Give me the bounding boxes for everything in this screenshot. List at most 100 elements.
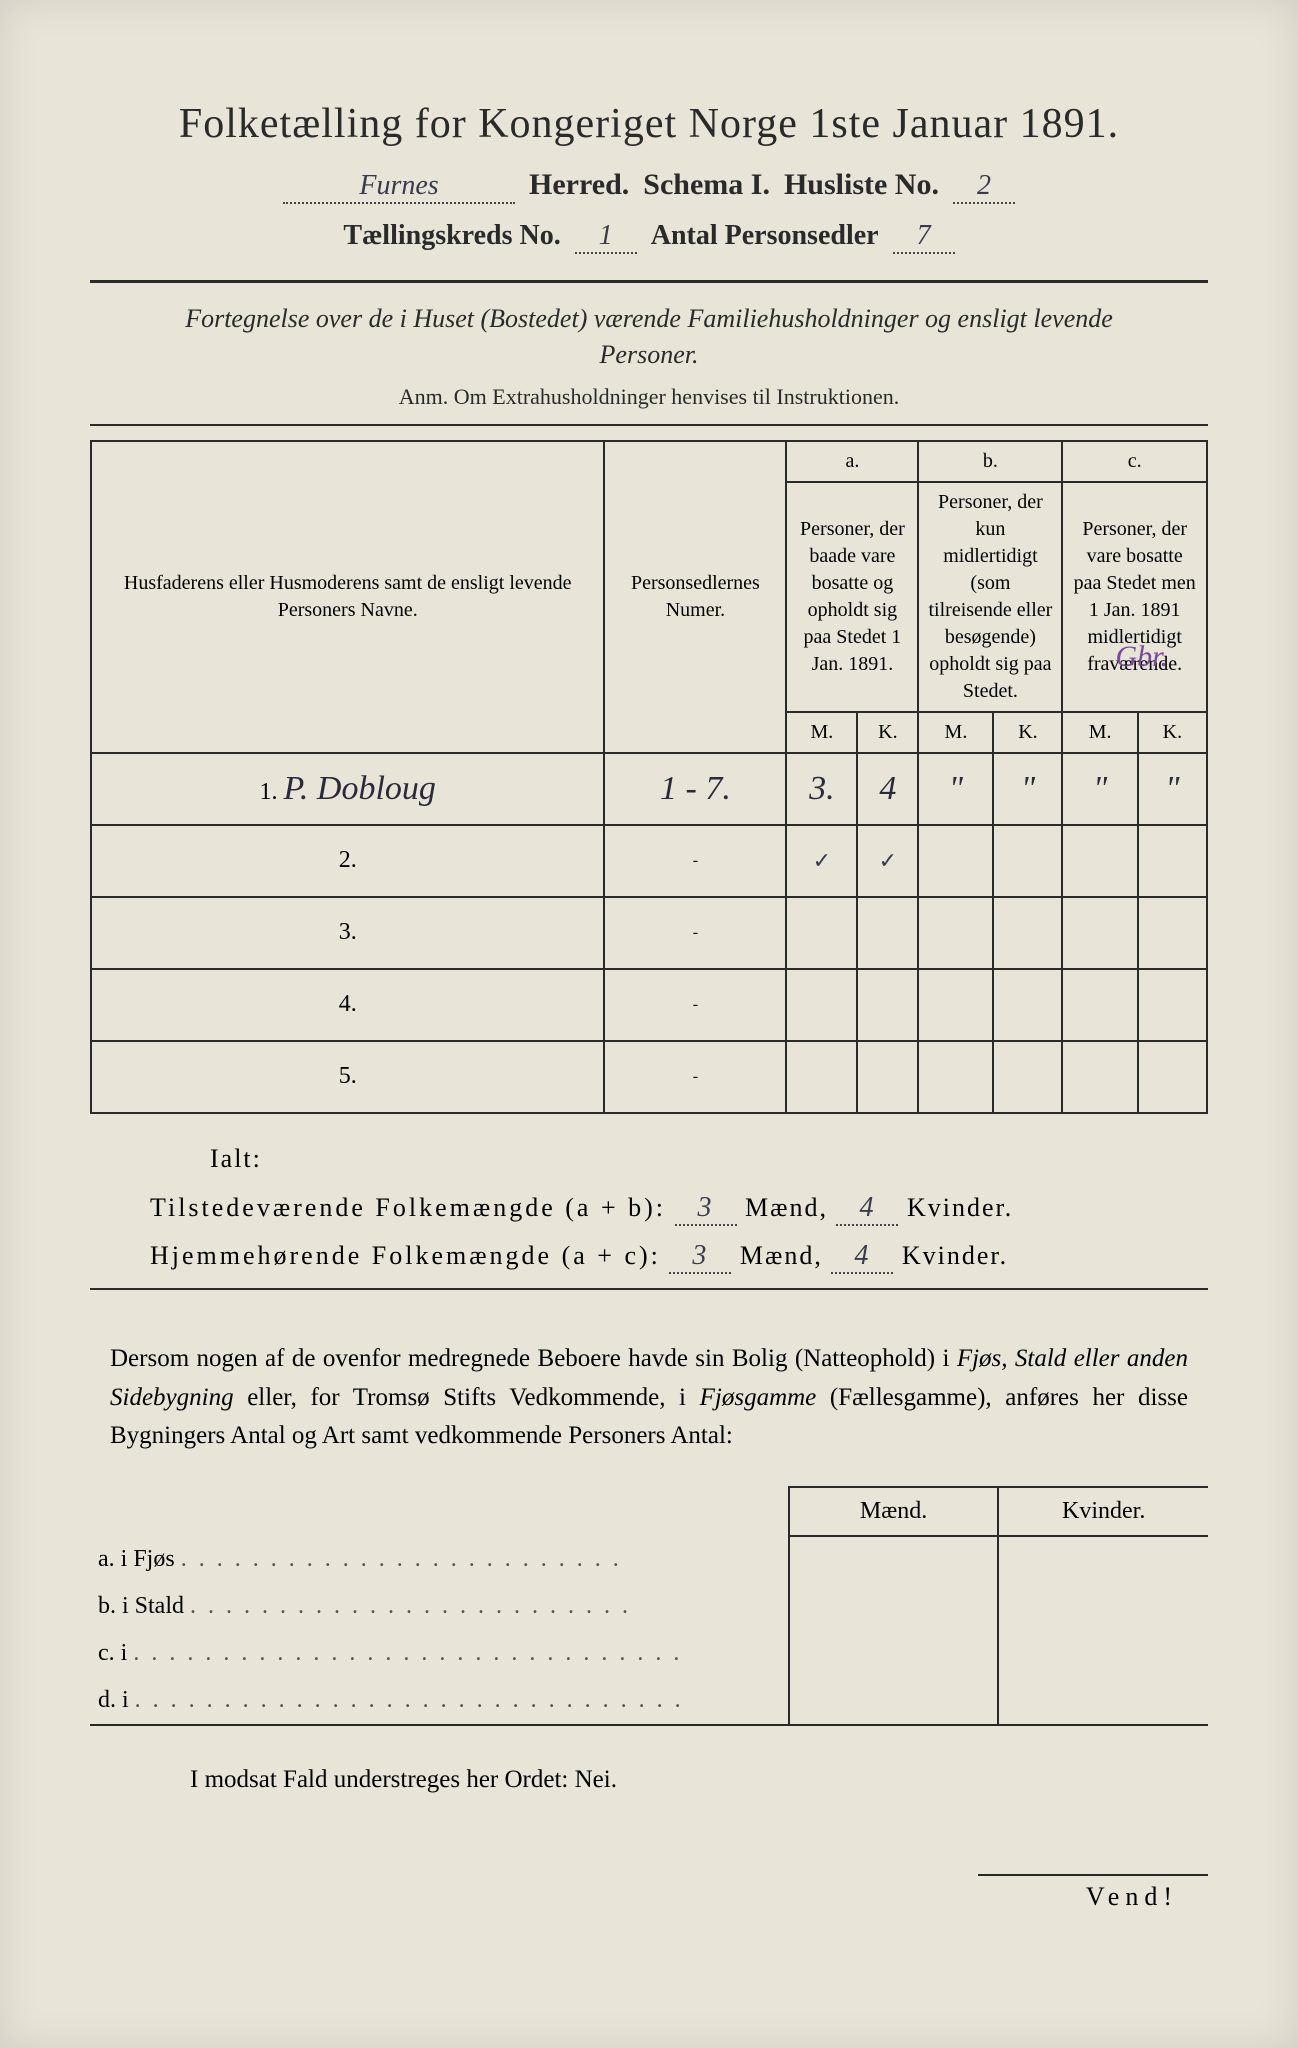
- sum2-m: 3: [669, 1240, 731, 1274]
- bolig-a-m: [789, 1536, 999, 1583]
- table-row: 5. -: [91, 1041, 1207, 1113]
- row-b-k: ": [993, 753, 1062, 825]
- ialt-label: Ialt:: [210, 1144, 1208, 1174]
- bolig-b-text: b. i Stald: [98, 1593, 184, 1619]
- bolig-label-d: d. i . . . . . . . . . . . . . . . . . .…: [90, 1677, 789, 1725]
- row-c-k: [1138, 825, 1207, 897]
- bolig-label-c: c. i . . . . . . . . . . . . . . . . . .…: [90, 1630, 789, 1677]
- row-b-k: [993, 969, 1062, 1041]
- table-row: 4. -: [91, 969, 1207, 1041]
- row-a-m: ✓: [786, 825, 857, 897]
- row-name-cell: 1. P. Dobloug: [91, 753, 604, 825]
- th-name-text: Husfaderens eller Husmoderens samt de en…: [124, 572, 572, 621]
- th-b-k: K.: [993, 712, 1062, 753]
- row-seq: -: [604, 969, 786, 1041]
- sum1-m: 3: [675, 1192, 737, 1226]
- row-a-k: [857, 969, 918, 1041]
- bolig-d-k: [998, 1677, 1208, 1725]
- row-c-m: [1062, 897, 1137, 969]
- row-b-m: [918, 1041, 993, 1113]
- row-a-m: [786, 897, 857, 969]
- vend-label: Vend!: [978, 1874, 1208, 1912]
- dersom-paragraph: Dersom nogen af de ovenfor medregnede Be…: [110, 1340, 1188, 1456]
- row-a-m: 3.: [786, 753, 857, 825]
- dersom-p1: Dersom nogen af de ovenfor medregnede Be…: [110, 1345, 957, 1372]
- bolig-empty-head: [90, 1487, 789, 1536]
- row-b-m: ": [918, 753, 993, 825]
- main-table: Husfaderens eller Husmoderens samt de en…: [90, 440, 1208, 1114]
- anm-text: Anm. Om Extrahusholdninger henvises til …: [90, 384, 1208, 410]
- bolig-a-text: a. i Fjøs: [98, 1546, 175, 1572]
- bolig-c-k: [998, 1630, 1208, 1677]
- fortegnelse-text: Fortegnelse over de i Huset (Bostedet) v…: [150, 301, 1148, 374]
- herred-label: Herred.: [529, 168, 629, 202]
- th-c-label: c.: [1062, 441, 1207, 482]
- bolig-label-b: b. i Stald . . . . . . . . . . . . . . .…: [90, 1583, 789, 1630]
- dersom-p2: eller, for Tromsø Stifts Vedkommende, i: [247, 1384, 699, 1411]
- dots-icon: . . . . . . . . . . . . . . . . . . . . …: [133, 1640, 682, 1666]
- row-a-m: [786, 969, 857, 1041]
- bolig-c-m: [789, 1630, 999, 1677]
- bolig-row: b. i Stald . . . . . . . . . . . . . . .…: [90, 1583, 1208, 1630]
- dersom-i2: Fjøsgamme: [700, 1384, 817, 1411]
- table-row: 2. - ✓ ✓: [91, 825, 1207, 897]
- bolig-row: a. i Fjøs . . . . . . . . . . . . . . . …: [90, 1536, 1208, 1583]
- th-b: Personer, der kun midlertidigt (som tilr…: [918, 482, 1062, 712]
- bolig-d-m: [789, 1677, 999, 1725]
- divider-3: [90, 1288, 1208, 1290]
- antal-field: 7: [893, 220, 955, 254]
- row-num: 4.: [91, 969, 604, 1041]
- divider-2: [90, 424, 1208, 426]
- row-a-m: [786, 1041, 857, 1113]
- row-c-m: ": [1062, 753, 1137, 825]
- row-c-k: [1138, 969, 1207, 1041]
- row-b-k: [993, 1041, 1062, 1113]
- th-b-m: M.: [918, 712, 993, 753]
- sum2-klabel: Kvinder.: [902, 1241, 1008, 1270]
- row-a-k: [857, 1041, 918, 1113]
- row-c-m: [1062, 825, 1137, 897]
- row-c-m: [1062, 969, 1137, 1041]
- row-num: 5.: [91, 1041, 604, 1113]
- margin-note-gbr: Gbr.: [1115, 640, 1168, 674]
- th-a-k: K.: [857, 712, 918, 753]
- summary-row-1: Tilstedeværende Folkemængde (a + b): 3 M…: [150, 1192, 1208, 1226]
- header-row-1: Furnes Herred. Schema I. Husliste No. 2: [90, 168, 1208, 204]
- row-c-k: ": [1138, 753, 1207, 825]
- row-a-k: ✓: [857, 825, 918, 897]
- th-b-label: b.: [918, 441, 1062, 482]
- th-c-k: K.: [1138, 712, 1207, 753]
- page-title: Folketælling for Kongeriget Norge 1ste J…: [90, 100, 1208, 148]
- row-num: 2.: [91, 825, 604, 897]
- bolig-row: d. i . . . . . . . . . . . . . . . . . .…: [90, 1677, 1208, 1725]
- sum1-klabel: Kvinder.: [907, 1193, 1013, 1222]
- th-seq: Personsedlernes Numer.: [604, 441, 786, 753]
- row-name: P. Dobloug: [284, 770, 436, 807]
- th-a-label: a.: [786, 441, 918, 482]
- sum2-k: 4: [831, 1240, 893, 1274]
- row-seq: 1 - 7.: [604, 753, 786, 825]
- row-b-m: [918, 969, 993, 1041]
- row-b-m: [918, 825, 993, 897]
- sum1-mlabel: Mænd,: [745, 1193, 828, 1222]
- bolig-head-k: Kvinder.: [998, 1487, 1208, 1536]
- kreds-label: Tællingskreds No.: [343, 220, 560, 252]
- bolig-head-m: Mænd.: [789, 1487, 999, 1536]
- bolig-a-k: [998, 1536, 1208, 1583]
- table-row: 3. -: [91, 897, 1207, 969]
- row-num: 3.: [91, 897, 604, 969]
- bolig-row: c. i . . . . . . . . . . . . . . . . . .…: [90, 1630, 1208, 1677]
- row-c-k: [1138, 897, 1207, 969]
- sum1-k: 4: [836, 1192, 898, 1226]
- th-c: Personer, der vare bosatte paa Stedet me…: [1062, 482, 1207, 712]
- summary-row-2: Hjemmehørende Folkemængde (a + c): 3 Mæn…: [150, 1240, 1208, 1274]
- row-c-m: [1062, 1041, 1137, 1113]
- th-a: Personer, der baade vare bosatte og opho…: [786, 482, 918, 712]
- census-form-page: Folketælling for Kongeriget Norge 1ste J…: [0, 0, 1298, 2048]
- row-c-k: [1138, 1041, 1207, 1113]
- bolig-b-m: [789, 1583, 999, 1630]
- schema-label: Schema I.: [643, 168, 770, 202]
- bolig-d-text: d. i: [98, 1687, 129, 1713]
- bolig-table: Mænd. Kvinder. a. i Fjøs . . . . . . . .…: [90, 1486, 1208, 1726]
- row-seq: -: [604, 897, 786, 969]
